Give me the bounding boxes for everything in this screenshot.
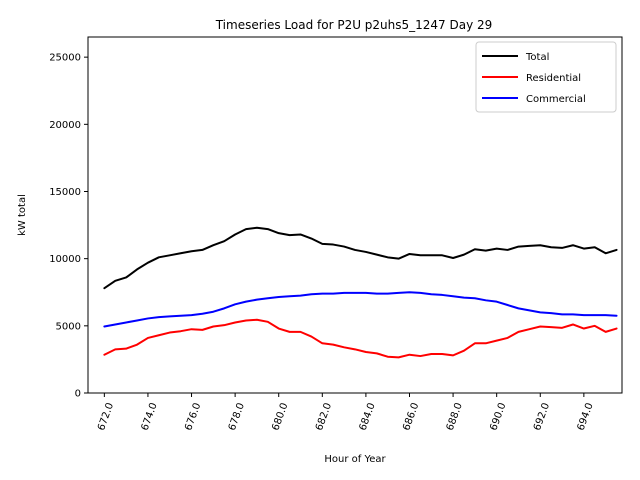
y-tick-label: 10000: [49, 254, 81, 265]
y-axis-label: kW total: [17, 194, 28, 236]
x-axis-label: Hour of Year: [324, 454, 386, 465]
y-tick-label: 0: [75, 389, 81, 400]
y-tick-label: 25000: [49, 53, 81, 64]
y-tick-label: 5000: [56, 321, 81, 332]
series-line-commercial: [103, 291, 618, 328]
legend: Total Residential Commercial: [475, 41, 617, 113]
series-layer: [103, 226, 618, 359]
y-tick-label: 20000: [49, 120, 81, 131]
legend-label-commercial: Commercial: [526, 94, 586, 105]
legend-label-residential: Residential: [526, 73, 581, 84]
legend-box: [475, 41, 617, 113]
plot-frame: [87, 36, 623, 394]
series-line-total: [103, 226, 618, 290]
series-line-residential: [103, 318, 618, 359]
y-tick-label: 15000: [49, 187, 81, 198]
chart-title: Timeseries Load for P2U p2uhs5_1247 Day …: [215, 18, 493, 32]
legend-label-total: Total: [525, 52, 549, 63]
y-axis: 0 5000 10000 15000 20000 25000: [49, 53, 88, 400]
